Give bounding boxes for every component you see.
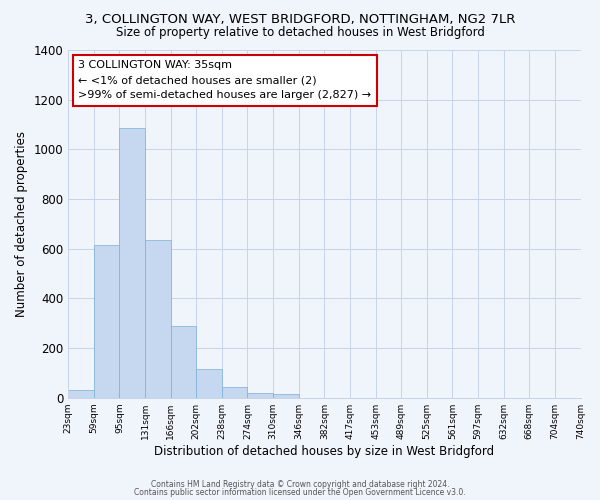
Bar	[196, 369, 222, 398]
Bar	[119, 128, 145, 398]
Bar	[68, 390, 94, 398]
X-axis label: Distribution of detached houses by size in West Bridgford: Distribution of detached houses by size …	[154, 444, 494, 458]
Text: 3 COLLINGTON WAY: 35sqm
← <1% of detached houses are smaller (2)
>99% of semi-de: 3 COLLINGTON WAY: 35sqm ← <1% of detache…	[79, 60, 371, 100]
Text: 3, COLLINGTON WAY, WEST BRIDGFORD, NOTTINGHAM, NG2 7LR: 3, COLLINGTON WAY, WEST BRIDGFORD, NOTTI…	[85, 12, 515, 26]
Bar	[170, 326, 196, 398]
Bar	[273, 394, 299, 398]
Bar	[222, 386, 247, 398]
Y-axis label: Number of detached properties: Number of detached properties	[15, 131, 28, 317]
Bar	[94, 245, 119, 398]
Text: Size of property relative to detached houses in West Bridgford: Size of property relative to detached ho…	[116, 26, 484, 39]
Text: Contains public sector information licensed under the Open Government Licence v3: Contains public sector information licen…	[134, 488, 466, 497]
Text: Contains HM Land Registry data © Crown copyright and database right 2024.: Contains HM Land Registry data © Crown c…	[151, 480, 449, 489]
Bar	[247, 392, 273, 398]
Bar	[145, 240, 170, 398]
